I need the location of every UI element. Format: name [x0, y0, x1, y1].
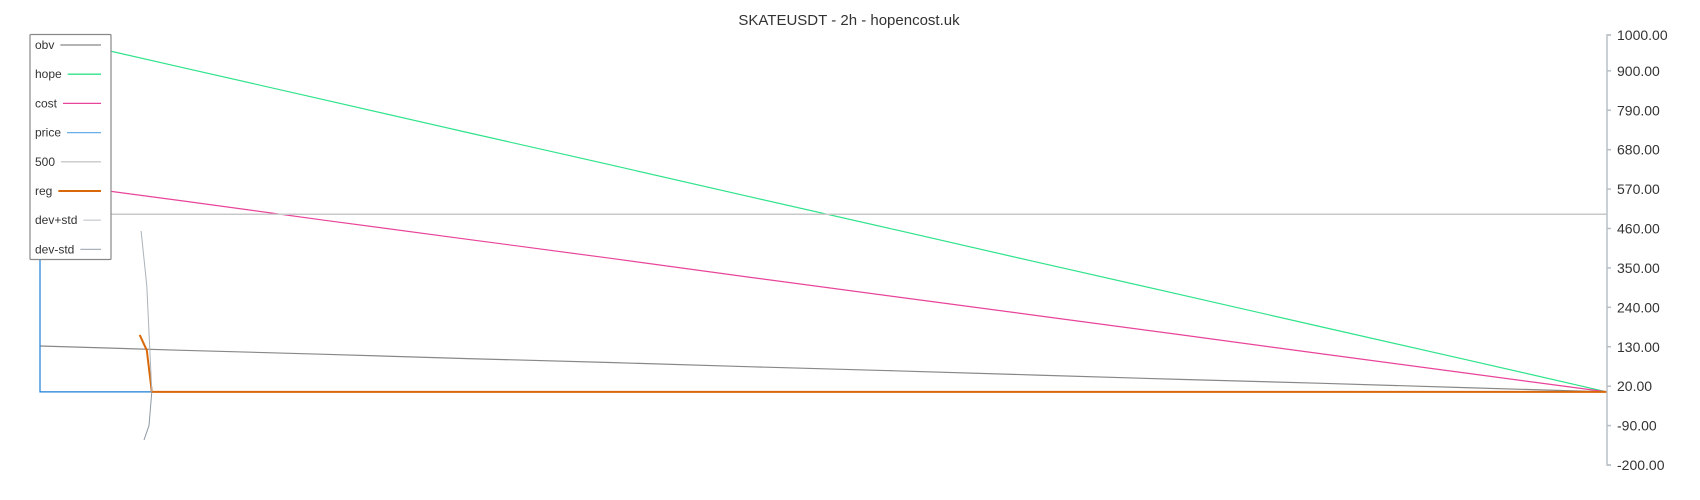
legend-label: dev+std: [35, 213, 77, 227]
series-layer: [39, 34, 1608, 441]
y-tick-label: 900.00: [1617, 63, 1660, 79]
legend-label: obv: [35, 38, 54, 52]
y-tick-label: 1000.00: [1617, 27, 1668, 43]
legend-label: price: [35, 126, 61, 140]
chart-title: SKATEUSDT - 2h - hopencost.uk: [738, 12, 960, 29]
y-tick-label: 790.00: [1617, 102, 1660, 118]
legend-label: cost: [35, 96, 58, 110]
series-line-dev-std: [143, 391, 153, 441]
y-tick-label: 20.00: [1617, 378, 1652, 394]
legend-label: dev-std: [35, 242, 74, 256]
y-tick-label: -200.00: [1617, 457, 1665, 473]
y-tick-label: 570.00: [1617, 181, 1660, 197]
legend: obv hope cost price 500 reg dev+std dev-std: [29, 33, 112, 261]
y-tick-label: -90.00: [1617, 418, 1657, 434]
y-tick-label: 130.00: [1617, 339, 1660, 355]
y-tick-label: 680.00: [1617, 142, 1660, 158]
y-axis: 1000.00 900.00 790.00 680.00 570.00 460.00 350…: [1606, 27, 1668, 473]
y-tick-label: 240.00: [1617, 299, 1660, 315]
series-line-obv: [39, 345, 1608, 393]
series-line-reg: [138, 334, 1607, 393]
series-line-cost: [39, 181, 1608, 393]
y-axis-line: [1606, 34, 1611, 466]
y-tick-label: 460.00: [1617, 221, 1660, 237]
y-tick-label: 350.00: [1617, 260, 1660, 276]
legend-label: reg: [35, 184, 52, 198]
series-line-dev-std: [140, 230, 153, 392]
legend-label: 500: [35, 155, 55, 169]
legend-box: [29, 33, 112, 261]
legend-label: hope: [35, 67, 62, 81]
